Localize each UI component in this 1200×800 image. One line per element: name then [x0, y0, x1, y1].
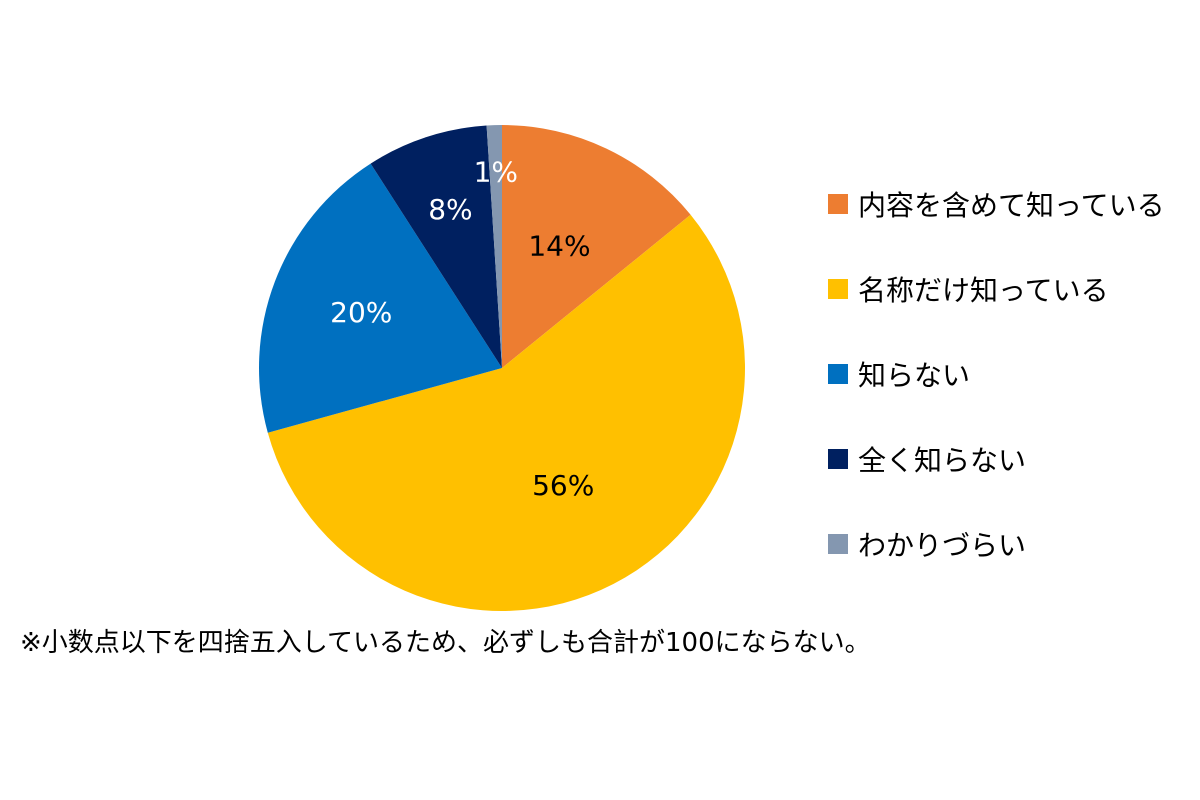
pie-slice [267, 214, 746, 611]
legend-label: わかりづらい [858, 529, 1027, 562]
legend-item: わかりづらい [828, 522, 1165, 566]
legend-swatch [828, 534, 848, 554]
slice-data-label: 56% [532, 469, 594, 502]
legend-swatch [828, 194, 848, 214]
legend-label: 全く知らない [858, 444, 1027, 477]
pie-slice [259, 163, 502, 433]
legend-item: 内容を含めて知っている [828, 182, 1165, 226]
legend-item: 全く知らない [828, 437, 1165, 481]
pie-slice [486, 125, 502, 368]
chart-footnote: ※小数点以下を四捨五入しているため、必ずしも合計が100にならない。 [20, 628, 871, 658]
chart-legend: 内容を含めて知っている 名称だけ知っている 知らない全く知らない わかりづらい [828, 182, 1165, 607]
slice-data-label: 14% [528, 229, 590, 262]
slice-data-label: 1% [474, 156, 518, 189]
legend-label: 名称だけ知っている [858, 274, 1109, 307]
legend-swatch [828, 449, 848, 469]
legend-label: 内容を含めて知っている [858, 189, 1165, 222]
legend-swatch [828, 279, 848, 299]
slice-data-label: 20% [330, 296, 392, 329]
legend-swatch [828, 364, 848, 384]
legend-label: 知らない [858, 359, 971, 392]
slice-data-label: 8% [428, 193, 472, 226]
pie-slice [370, 125, 502, 369]
pie-slice [502, 125, 691, 368]
legend-item: 知らない [828, 352, 1165, 396]
legend-item: 名称だけ知っている [828, 267, 1165, 311]
